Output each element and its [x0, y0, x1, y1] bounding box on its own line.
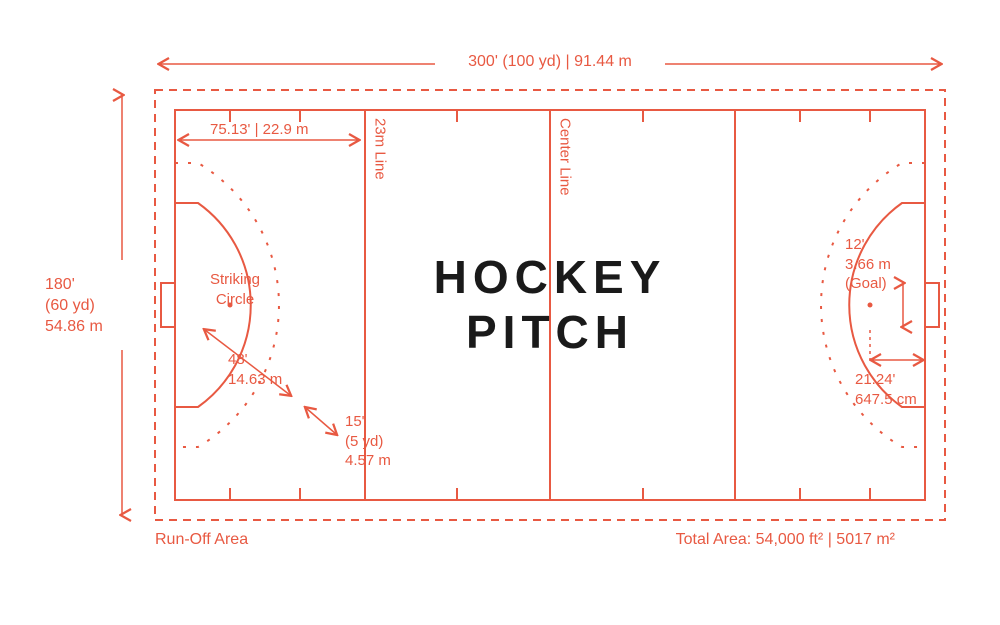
label-total-area: Total Area: 54,000 ft² | 5017 m²: [676, 530, 895, 551]
label-inset-23m: 75.13' | 22.9 m: [210, 120, 309, 140]
penalty-spot-right: [868, 303, 873, 308]
label-runoff: Run-Off Area: [155, 530, 248, 551]
goal-left: [161, 283, 175, 327]
label-goal-width: 12'3.66 m(Goal): [845, 235, 891, 294]
label-penalty-dist: 21.24'647.5 cm: [855, 370, 917, 409]
diagram-title: HOCKEYPITCH: [434, 250, 667, 360]
label-center-line: Center Line: [555, 118, 575, 196]
label-circle-radius: 48'14.63 m: [228, 350, 282, 389]
dim-dashed-gap: [306, 408, 336, 434]
label-23m-line: 23m Line: [370, 118, 390, 180]
label-striking-circle: StrikingCircle: [195, 270, 275, 309]
label-dashed-gap: 15'(5 yd)4.57 m: [345, 412, 391, 471]
goal-right: [925, 283, 939, 327]
hockey-pitch-diagram: 300' (100 yd) | 91.44 m 180'(60 yd)54.86…: [100, 40, 950, 590]
